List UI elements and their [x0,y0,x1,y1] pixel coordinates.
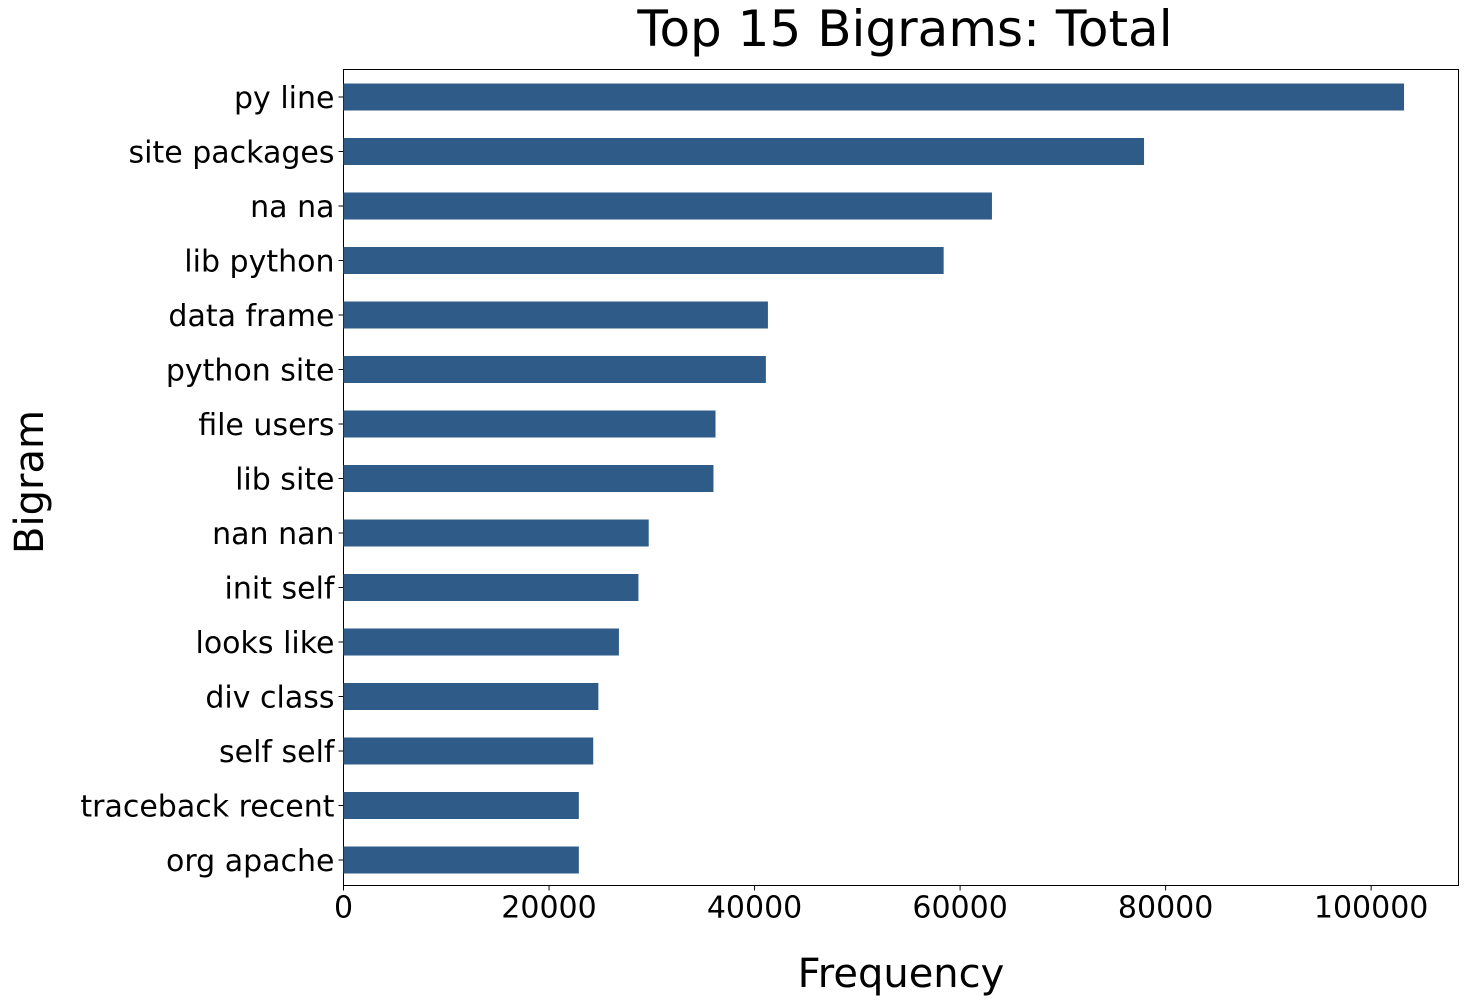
y-tick-label: data frame [168,299,334,334]
y-tick-label: init self [225,572,336,607]
y-tick-label: site packages [128,136,334,171]
y-tick-label: lib site [235,463,334,498]
bar-org-apache [343,846,579,874]
y-tick-label: lib python [184,245,334,280]
x-tick-label: 100000 [1314,891,1429,926]
bar-looks-like [343,628,619,656]
x-axis-title: Frequency [798,951,1005,997]
y-tick-label: nan nan [212,517,334,552]
y-tick-label: self self [219,735,336,770]
bar-data-frame [343,301,768,329]
y-tick-label: py line [234,81,334,116]
bars-group [343,83,1405,874]
x-axis: 0 20000 40000 60000 80000 100000 [334,885,1429,926]
bar-div-class [343,683,599,710]
y-tick-label: looks like [195,626,334,661]
x-tick-label: 0 [334,891,353,926]
bar-lib-python [343,247,944,274]
y-tick-label: org apache [166,844,335,879]
bar-file-users [343,410,716,438]
x-tick-label: 80000 [1118,891,1213,926]
bar-lib-site [343,465,714,492]
y-axis-title: Bigram [7,410,53,554]
bar-na-na [343,192,992,220]
bar-self-self [343,737,594,765]
bar-py-line [343,83,1405,111]
bar-init-self [343,574,639,601]
y-axis: py line site packages na na lib python data … [80,81,344,879]
bar-site-packages [343,138,1145,165]
y-tick-label: na na [250,190,334,225]
x-tick-label: 20000 [501,891,596,926]
y-tick-label: div class [205,681,334,716]
bar-nan-nan [343,519,649,547]
y-tick-label: traceback recent [80,790,334,825]
bar-python-site [343,356,766,383]
y-tick-label: file users [198,408,334,443]
x-tick-label: 40000 [707,891,802,926]
y-tick-label: python site [166,354,335,389]
x-tick-label: 60000 [912,891,1007,926]
bar-traceback-recent [343,792,579,819]
chart-title: Top 15 Bigrams: Total [636,0,1172,58]
